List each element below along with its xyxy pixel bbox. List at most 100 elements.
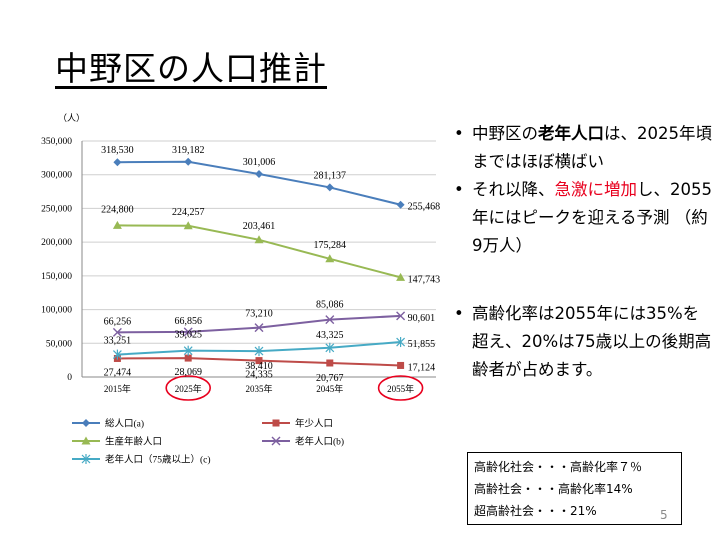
bullet-item: それ以降、急激に増加し、2055年にはピークを迎える予測 （約9万人）: [452, 176, 714, 260]
bullet-item: 高齢化率は2055年には35%を超え、20%は75歳以上の後期高齢者が占めます。: [452, 300, 714, 384]
legend-marker-total: [82, 419, 90, 427]
highlight-ellipse: [377, 375, 424, 401]
data-point-working: [396, 272, 406, 281]
y-tick-label: 50,000: [46, 339, 72, 349]
y-tick-label: 150,000: [41, 272, 72, 282]
bullet-list: 中野区の老年人口は、2025年頃まではほぼ横ばい それ以降、急激に増加し、205…: [452, 120, 714, 384]
series-line-working: [117, 224, 401, 279]
aging-definition-box: 高齢化社会・・・高齢化率７％ 高齢社会・・・高齢化率14% 超高齢社会・・・21…: [467, 452, 682, 525]
bullet-text: 中野区の: [472, 124, 538, 143]
data-point-total: [184, 157, 193, 166]
legend-label: 老年人口(b): [295, 436, 344, 448]
marker-stroke: [325, 315, 335, 325]
data-label-youth: 27,474: [104, 367, 132, 378]
data-point-total: [325, 183, 334, 192]
data-label-elderly75: 43,325: [316, 330, 344, 341]
data-label-elderly75: 33,251: [104, 336, 132, 347]
data-label-working: 224,800: [101, 204, 134, 215]
legend-label: 総人口(a): [105, 418, 144, 430]
definition-line: 高齢化社会・・・高齢化率７％: [474, 460, 643, 474]
data-point-total: [255, 170, 263, 179]
population-line-chart: （人） 0 50,000 100,000 150,000 200,000 250,000 30…: [41, 113, 441, 466]
y-tick-label: 100,000: [41, 306, 72, 316]
bullet-item: 中野区の老年人口は、2025年頃まではほぼ横ばい: [452, 120, 714, 176]
data-point-elderly: [396, 311, 406, 321]
data-label-elderly: 73,210: [245, 309, 273, 320]
y-tick-label: 350,000: [41, 137, 72, 147]
x-tick-label: 2045年: [316, 383, 343, 394]
data-label-total: 301,006: [243, 157, 276, 168]
data-point-elderly: [183, 327, 193, 337]
x-tick-label: 2025年: [175, 383, 202, 394]
slide-title: 中野区の人口推計: [55, 49, 327, 88]
data-label-youth: 20,767: [316, 373, 344, 384]
data-point-elderly: [112, 327, 122, 337]
data-point-working: [183, 221, 193, 230]
data-label-total: 255,468: [408, 202, 441, 213]
y-tick-label: 200,000: [41, 238, 72, 248]
x-tick-label: 2035年: [245, 383, 272, 394]
data-point-youth: [255, 357, 263, 365]
data-point-elderly: [254, 323, 264, 333]
bullet-text: それ以降、: [472, 180, 555, 199]
data-label-youth: 17,124: [408, 362, 436, 373]
y-axis-unit-label: （人）: [58, 113, 85, 123]
data-label-working: 203,461: [243, 221, 276, 232]
legend-label: 生産年齢人口: [105, 436, 162, 448]
data-point-youth: [184, 354, 192, 362]
definition-line: 超高齢社会・・・21%: [474, 504, 597, 518]
data-point-elderly75: [183, 345, 193, 356]
data-point-working: [325, 254, 335, 263]
highlight-ellipse: [165, 375, 211, 401]
bullet-text: 高齢化率は2055年には35%を超え、20%は75歳以上の後期高齢者が占めます。: [472, 304, 712, 379]
data-label-elderly: 66,256: [104, 316, 132, 327]
legend-marker-elderly75: [81, 454, 91, 464]
y-tick-label: 300,000: [41, 171, 72, 181]
y-tick-label: 0: [67, 373, 72, 383]
data-label-elderly: 66,856: [174, 316, 202, 327]
page-number: 5: [660, 508, 668, 522]
legend-marker-youth: [272, 419, 280, 427]
data-point-youth: [326, 359, 334, 367]
data-point-total: [396, 200, 405, 209]
data-point-elderly75: [254, 346, 264, 357]
marker-stroke: [254, 323, 264, 333]
bullet-text-red: 急激に増加: [554, 180, 638, 199]
data-label-elderly75: 51,855: [408, 339, 436, 350]
legend-label: 年少人口: [295, 418, 333, 430]
data-label-elderly: 85,086: [316, 300, 344, 311]
x-tick-label: 2015年: [104, 383, 131, 394]
data-point-working: [112, 220, 122, 229]
data-point-working: [254, 235, 264, 244]
marker-stroke: [183, 327, 193, 337]
data-label-working: 175,284: [314, 240, 347, 251]
data-point-total: [113, 158, 122, 167]
legend-marker-working: [81, 436, 91, 445]
data-label-working: 224,257: [172, 207, 205, 218]
data-label-elderly: 90,601: [408, 313, 436, 324]
data-point-youth: [397, 361, 405, 369]
data-label-total: 319,182: [172, 145, 205, 156]
legend-marker-elderly: [271, 436, 281, 446]
data-label-total: 281,137: [314, 170, 347, 181]
data-label-youth: 24,335: [245, 370, 273, 381]
data-label-elderly75: 38,410: [245, 361, 273, 372]
x-tick-label: 2055年: [387, 383, 414, 394]
data-point-elderly75: [396, 337, 406, 348]
data-point-elderly75: [325, 342, 335, 353]
y-tick-label: 250,000: [41, 204, 72, 214]
data-point-elderly: [325, 315, 335, 325]
data-label-youth: 28,069: [174, 367, 202, 378]
bullet-text: し、2055年にはピークを迎える予測 （約9万人）: [472, 180, 712, 255]
bullet-text: は、2025年頃まではほぼ横ばい: [472, 124, 712, 171]
definition-line: 高齢社会・・・高齢化率14%: [474, 482, 633, 496]
marker-stroke: [271, 436, 281, 446]
data-point-elderly75: [112, 349, 122, 360]
data-label-working: 147,743: [408, 274, 441, 285]
marker-stroke: [112, 327, 122, 337]
bullet-text-bold: 老年人口: [538, 124, 604, 143]
series-line-total: [117, 160, 401, 206]
data-label-total: 318,530: [101, 145, 134, 156]
marker-stroke: [396, 311, 406, 321]
data-label-elderly75: 39,025: [174, 330, 202, 341]
